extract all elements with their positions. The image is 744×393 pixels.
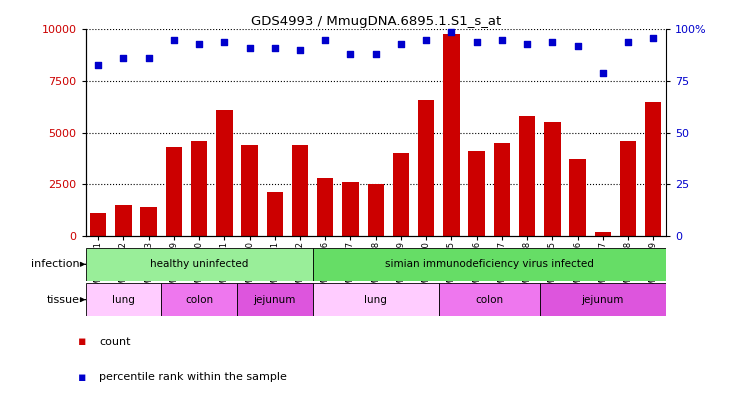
Bar	[166, 147, 182, 236]
Point	[622, 39, 634, 45]
Point	[219, 39, 231, 45]
Bar	[237, 283, 312, 316]
Text: lung: lung	[365, 295, 387, 305]
Bar	[312, 248, 666, 281]
Bar	[161, 283, 237, 316]
Title: GDS4993 / MmugDNA.6895.1.S1_s_at: GDS4993 / MmugDNA.6895.1.S1_s_at	[251, 15, 501, 28]
Bar	[443, 33, 460, 236]
Point	[168, 37, 180, 43]
Bar	[86, 283, 161, 316]
Text: healthy uninfected: healthy uninfected	[150, 259, 248, 269]
Text: simian immunodeficiency virus infected: simian immunodeficiency virus infected	[385, 259, 594, 269]
Bar	[292, 145, 308, 236]
Point	[193, 41, 205, 47]
Point	[571, 43, 583, 49]
Bar	[342, 182, 359, 236]
Point	[92, 61, 104, 68]
Bar	[519, 116, 535, 236]
Text: infection: infection	[31, 259, 80, 269]
Text: percentile rank within the sample: percentile rank within the sample	[99, 372, 287, 382]
Bar	[191, 141, 208, 236]
Bar	[266, 193, 283, 236]
Point	[471, 39, 483, 45]
Point	[319, 37, 331, 43]
Bar	[539, 283, 666, 316]
Bar	[90, 213, 106, 236]
Text: jejunum: jejunum	[254, 295, 296, 305]
Point	[118, 55, 129, 61]
Text: count: count	[99, 337, 130, 347]
Point	[420, 37, 432, 43]
Bar	[368, 184, 384, 236]
Point	[243, 45, 255, 51]
Point	[294, 47, 306, 53]
Bar	[115, 205, 132, 236]
Bar	[418, 99, 434, 236]
Point	[496, 37, 508, 43]
Point	[269, 45, 280, 51]
Point	[647, 35, 659, 41]
Point	[446, 28, 458, 35]
Point	[546, 39, 558, 45]
Point	[597, 70, 609, 76]
Point	[143, 55, 155, 61]
Bar	[312, 283, 439, 316]
Text: ▪: ▪	[78, 371, 86, 384]
Bar	[569, 160, 586, 236]
Bar	[241, 145, 257, 236]
Text: colon: colon	[475, 295, 504, 305]
Bar	[544, 122, 560, 236]
Bar	[645, 102, 661, 236]
Bar	[393, 153, 409, 236]
Text: ▪: ▪	[78, 335, 86, 349]
Bar	[216, 110, 233, 236]
Point	[395, 41, 407, 47]
Text: jejunum: jejunum	[582, 295, 624, 305]
Bar	[594, 231, 611, 236]
Text: lung: lung	[112, 295, 135, 305]
Bar	[86, 248, 312, 281]
Bar	[469, 151, 485, 236]
Bar	[317, 178, 333, 236]
Point	[521, 41, 533, 47]
Text: colon: colon	[185, 295, 214, 305]
Text: tissue: tissue	[47, 295, 80, 305]
Point	[344, 51, 356, 57]
Bar	[620, 141, 636, 236]
Bar	[141, 207, 157, 236]
Bar	[439, 283, 539, 316]
Point	[370, 51, 382, 57]
Bar	[494, 143, 510, 236]
